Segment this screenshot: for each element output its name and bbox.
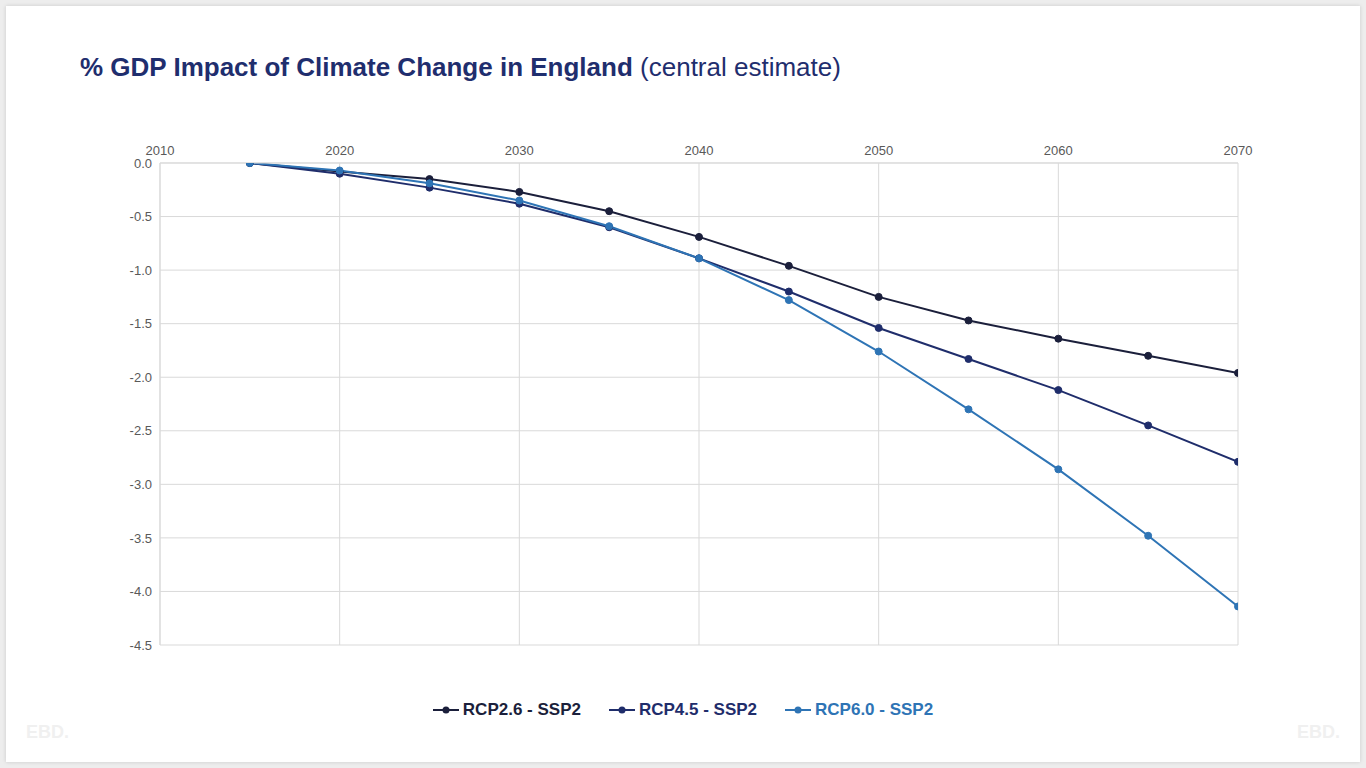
html-text:RCP4.5 - SSP2: RCP4.5 - SSP2 bbox=[638, 700, 757, 719]
svg-text:2040: 2040 bbox=[685, 143, 714, 158]
svg-text:-3.0: -3.0 bbox=[130, 477, 152, 492]
svg-text:-1.5: -1.5 bbox=[130, 316, 152, 331]
svg-text:2060: 2060 bbox=[1044, 143, 1073, 158]
svg-text:-4.0: -4.0 bbox=[130, 584, 152, 599]
svg-text:2050: 2050 bbox=[864, 143, 893, 158]
html-text:RCP2.6 - SSP2: RCP2.6 - SSP2 bbox=[462, 700, 581, 719]
svg-text:0.0: 0.0 bbox=[134, 156, 152, 171]
html-text:EBD.: EBD. bbox=[26, 722, 69, 742]
html-text:% GDP Impact of Climate Change: % GDP Impact of Climate Change in Englan… bbox=[80, 52, 841, 82]
svg-text:-2.0: -2.0 bbox=[130, 370, 152, 385]
html-text:EBD.: EBD. bbox=[1297, 722, 1340, 742]
html-text:RCP6.0 - SSP2: RCP6.0 - SSP2 bbox=[815, 700, 934, 719]
svg-text:2020: 2020 bbox=[325, 143, 354, 158]
svg-text:-0.5: -0.5 bbox=[130, 209, 152, 224]
svg-text:-4.5: -4.5 bbox=[130, 638, 152, 653]
svg-text:2070: 2070 bbox=[1224, 143, 1253, 158]
svg-text:-2.5: -2.5 bbox=[130, 423, 152, 438]
svg-text:2010: 2010 bbox=[145, 143, 175, 158]
svg-text:2030: 2030 bbox=[505, 143, 534, 158]
svg-text:-1.0: -1.0 bbox=[130, 263, 152, 278]
svg-text:-3.5: -3.5 bbox=[130, 531, 152, 546]
